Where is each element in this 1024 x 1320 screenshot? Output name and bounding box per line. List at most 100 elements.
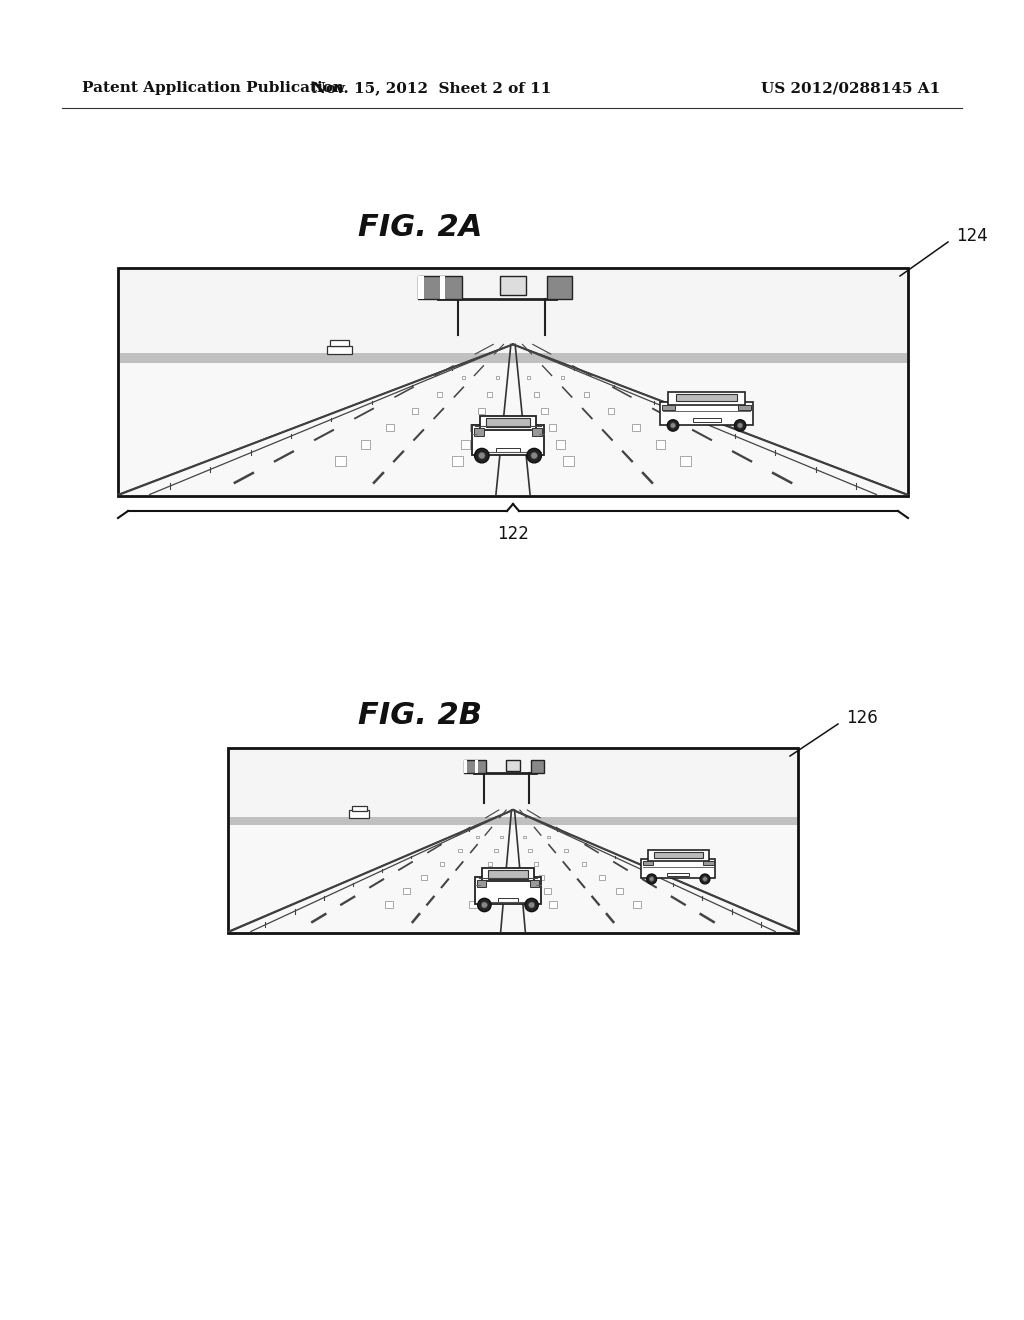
Bar: [360, 441, 371, 449]
Text: Nov. 15, 2012  Sheet 2 of 11: Nov. 15, 2012 Sheet 2 of 11: [312, 81, 552, 95]
Bar: [534, 862, 538, 866]
Bar: [676, 395, 737, 401]
Bar: [486, 418, 530, 428]
Bar: [229, 750, 797, 821]
Bar: [497, 447, 519, 451]
Text: US 2012/0288145 A1: US 2012/0288145 A1: [761, 81, 940, 95]
Bar: [349, 810, 369, 818]
Bar: [544, 887, 551, 895]
Circle shape: [527, 449, 542, 463]
Bar: [422, 875, 427, 880]
Circle shape: [649, 876, 654, 882]
Bar: [418, 276, 424, 298]
Text: 126: 126: [846, 709, 878, 727]
Circle shape: [668, 420, 679, 432]
Bar: [527, 376, 530, 379]
Bar: [643, 861, 653, 866]
Bar: [641, 859, 716, 879]
Bar: [386, 424, 394, 432]
Bar: [469, 900, 477, 908]
Bar: [475, 759, 478, 774]
Circle shape: [737, 422, 742, 428]
Bar: [530, 759, 544, 774]
Circle shape: [646, 874, 656, 884]
Circle shape: [702, 876, 708, 882]
Bar: [582, 862, 586, 866]
Bar: [654, 851, 702, 858]
Bar: [487, 392, 492, 396]
Bar: [563, 457, 573, 466]
Bar: [523, 836, 525, 838]
Bar: [539, 875, 545, 880]
Bar: [476, 836, 478, 838]
Bar: [472, 425, 545, 455]
Bar: [488, 870, 528, 879]
Bar: [633, 900, 641, 908]
Bar: [475, 876, 541, 904]
Bar: [501, 276, 525, 296]
Circle shape: [528, 902, 535, 908]
Bar: [418, 276, 462, 298]
Bar: [668, 873, 689, 876]
Bar: [507, 759, 519, 771]
Bar: [560, 376, 564, 379]
Bar: [659, 403, 754, 425]
Circle shape: [478, 899, 492, 912]
Bar: [385, 900, 393, 908]
Bar: [680, 457, 690, 466]
Bar: [655, 441, 666, 449]
Bar: [528, 849, 531, 853]
Text: FIG. 2A: FIG. 2A: [357, 214, 482, 243]
Bar: [529, 880, 539, 887]
Bar: [439, 862, 444, 866]
Bar: [458, 849, 462, 853]
Text: FIG. 2B: FIG. 2B: [358, 701, 482, 730]
Bar: [330, 341, 349, 346]
Bar: [477, 880, 486, 887]
Bar: [461, 441, 470, 449]
Bar: [462, 376, 466, 379]
Bar: [599, 875, 604, 880]
Bar: [120, 356, 906, 495]
Bar: [496, 376, 499, 379]
Bar: [585, 392, 589, 396]
Bar: [547, 276, 572, 298]
Bar: [120, 352, 906, 363]
Bar: [482, 869, 534, 880]
Bar: [549, 900, 557, 908]
Text: 122: 122: [497, 525, 529, 543]
Bar: [464, 759, 486, 774]
Bar: [542, 408, 548, 414]
Bar: [549, 424, 556, 432]
Bar: [669, 392, 744, 405]
Bar: [120, 269, 906, 358]
Text: 124: 124: [956, 227, 988, 246]
Bar: [608, 408, 614, 414]
Bar: [228, 748, 798, 933]
Bar: [564, 849, 568, 853]
Bar: [487, 862, 493, 866]
Bar: [440, 276, 445, 298]
Bar: [229, 817, 797, 825]
Bar: [498, 898, 518, 902]
Bar: [336, 457, 346, 466]
Bar: [535, 392, 539, 396]
Bar: [692, 418, 721, 422]
Bar: [632, 424, 640, 432]
Bar: [479, 416, 537, 429]
Circle shape: [671, 422, 676, 428]
Bar: [327, 346, 352, 354]
Bar: [412, 408, 418, 414]
Bar: [703, 861, 714, 866]
Bar: [470, 424, 477, 432]
Bar: [481, 875, 487, 880]
Bar: [662, 405, 675, 409]
Bar: [495, 849, 498, 853]
Bar: [648, 850, 709, 861]
Bar: [501, 836, 503, 838]
Circle shape: [481, 902, 487, 908]
Bar: [532, 428, 543, 436]
Circle shape: [700, 874, 710, 884]
Circle shape: [474, 449, 489, 463]
Bar: [351, 805, 367, 810]
